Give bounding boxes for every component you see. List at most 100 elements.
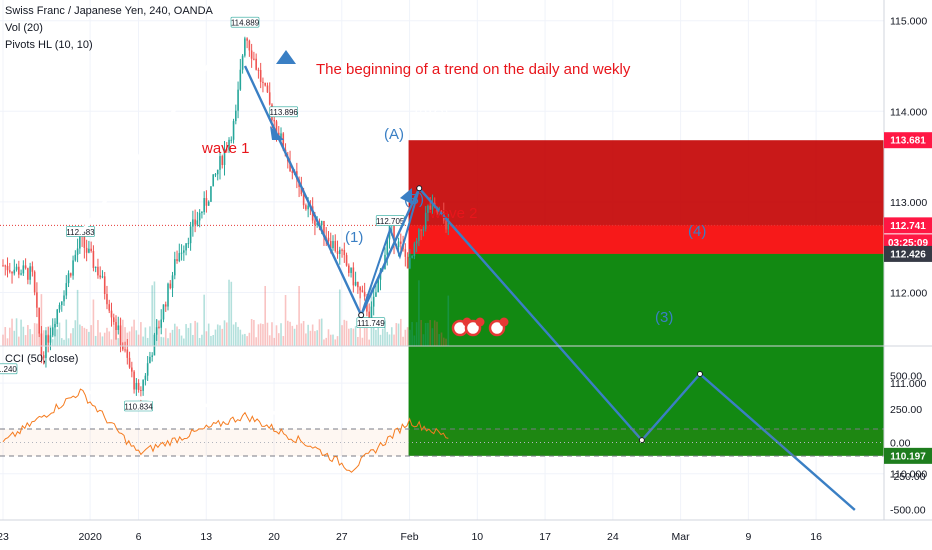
volume-bar (438, 334, 441, 346)
candle-body (149, 356, 151, 364)
price-label-box (884, 217, 932, 234)
cci-tick-label: 500.00 (890, 370, 922, 382)
candle-body (359, 287, 361, 291)
wave-abc-line (360, 188, 421, 316)
volume-bar (187, 327, 190, 346)
arrow-icon (270, 126, 284, 140)
volume-bar (11, 318, 13, 346)
volume-bar (180, 335, 183, 346)
volume-bar (214, 329, 217, 346)
candle-body (101, 276, 104, 278)
candle-body (94, 266, 97, 268)
time-tick-label: 27 (336, 531, 348, 543)
volume-bar (169, 332, 172, 346)
volume-bar (286, 320, 289, 346)
candle-body (160, 319, 163, 328)
take-profit-zone (408, 253, 884, 456)
symbol-title[interactable]: Swiss Franc / Japanese Yen, 240, OANDA (5, 5, 213, 17)
candle-body (8, 270, 11, 272)
volume-bar (38, 332, 40, 346)
volume-bar (128, 331, 131, 346)
wave2-label: wave 2 (429, 205, 478, 222)
candle-body (257, 69, 260, 71)
price-label: 112.426 (890, 249, 926, 260)
volume-bar (133, 319, 135, 346)
volume-bar (275, 325, 278, 346)
volume-bar (354, 326, 357, 346)
candle-body (363, 291, 366, 297)
volume-bar (433, 320, 436, 346)
arrow-icon (400, 188, 412, 204)
candle-body (124, 349, 126, 351)
candle-body (76, 248, 79, 255)
cci-tick-label: 250.00 (890, 404, 922, 416)
volume-bar (316, 330, 318, 346)
news-count-badge (499, 317, 509, 327)
volume-bar (131, 326, 133, 346)
candle-body (33, 271, 36, 293)
wave-count-label: (4) (688, 223, 706, 240)
volume-bar (271, 322, 273, 346)
candle-body (58, 304, 61, 310)
volume-bars (2, 279, 450, 346)
volume-bar (112, 323, 115, 346)
volume-bar (253, 319, 255, 346)
volume-bar (117, 338, 120, 346)
price-label-box (884, 245, 932, 262)
volume-bar (27, 325, 29, 346)
volume-bar (108, 331, 111, 346)
candle-body (128, 357, 131, 368)
volume-bar (158, 326, 160, 346)
volume-bar (124, 327, 126, 346)
volume-bar (291, 325, 294, 346)
volume-bar (241, 334, 244, 346)
pivot-label-box (230, 16, 260, 28)
volume-bar (325, 337, 328, 346)
candle-body (49, 335, 52, 343)
volume-bar (65, 319, 68, 346)
candle-body (259, 70, 262, 82)
volume-bar (298, 285, 300, 346)
volume-bar (440, 332, 443, 346)
volume-bar (415, 322, 418, 346)
trade-zones (0, 140, 884, 456)
candle-body (203, 198, 205, 213)
candle-body (65, 283, 68, 296)
volume-bar (293, 328, 296, 346)
candle-body (244, 38, 246, 56)
volume-bar (314, 331, 316, 346)
volume-bar (235, 322, 237, 346)
candle-body (361, 290, 364, 292)
volume-bar (431, 328, 434, 346)
volume-bar (336, 336, 339, 346)
candle-body (144, 375, 147, 380)
vol-indicator-label[interactable]: Vol (20) (5, 22, 43, 34)
volume-bar (164, 328, 167, 346)
candle-body (411, 255, 413, 258)
wave-count-label: (B) (404, 191, 424, 208)
price-label: 113.681 (890, 136, 926, 147)
volume-bar (357, 336, 359, 346)
time-tick-label: Feb (401, 531, 419, 543)
candle-body (223, 149, 226, 165)
candle-body (438, 213, 441, 215)
candle-body (88, 248, 90, 253)
volume-bar (402, 336, 404, 346)
volume-bar (13, 330, 16, 346)
candle-body (51, 327, 54, 336)
volume-bar (244, 333, 246, 346)
candle-body (189, 226, 192, 244)
candle-body (352, 267, 355, 286)
candle-body (262, 81, 264, 83)
cci-indicator-label[interactable]: CCI (50, close) (5, 353, 79, 365)
candle-body (31, 266, 34, 272)
volume-bar (386, 331, 389, 346)
candle-body (13, 269, 16, 274)
trend-annotation: The beginning of a trend on the daily an… (316, 61, 631, 78)
volume-bar (185, 324, 187, 346)
pivots-indicator-label[interactable]: Pivots HL (10, 10) (5, 39, 93, 51)
price-tick-label: 111.000 (890, 378, 927, 390)
volume-bar (24, 335, 27, 346)
volume-bar (366, 320, 368, 346)
volume-bar (76, 289, 79, 346)
